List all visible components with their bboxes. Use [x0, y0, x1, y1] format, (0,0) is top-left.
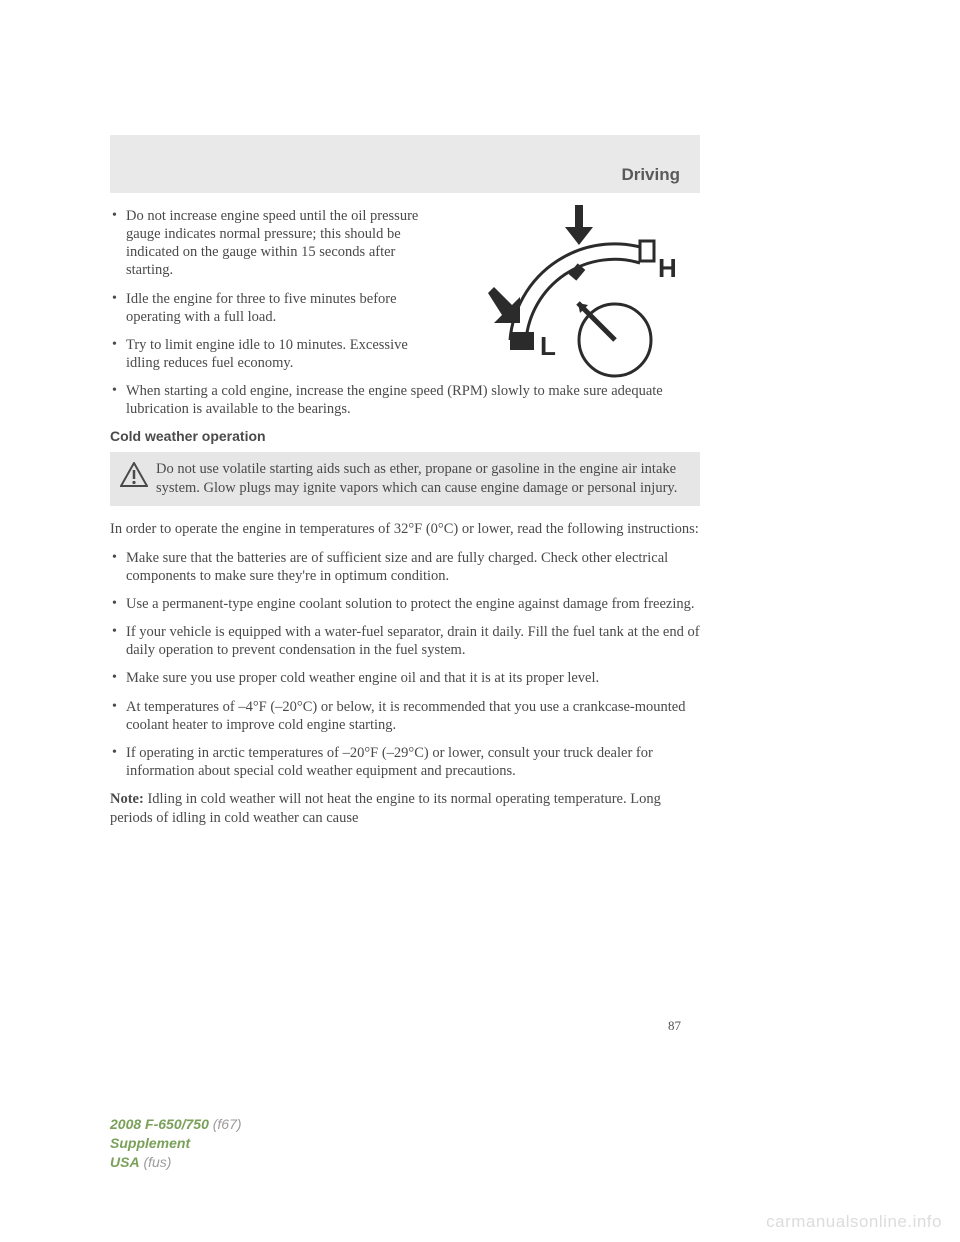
list-item: Make sure that the batteries are of suff…: [110, 549, 700, 585]
list-item: If your vehicle is equipped with a water…: [110, 623, 700, 659]
footer-region-code: (fus): [143, 1154, 171, 1170]
intro-paragraph: In order to operate the engine in temper…: [110, 520, 700, 539]
warning-text: Do not use volatile starting aids such a…: [156, 460, 690, 498]
list-item: At temperatures of –4°F (–20°C) or below…: [110, 698, 700, 734]
cold-weather-heading: Cold weather operation: [110, 428, 700, 444]
document-footer: 2008 F-650/750 (f67) Supplement USA (fus…: [110, 1115, 242, 1172]
list-item: When starting a cold engine, increase th…: [110, 382, 700, 418]
bullet-list-fullwidth: When starting a cold engine, increase th…: [110, 382, 700, 418]
gauge-lo-label: L: [540, 331, 556, 361]
page-content: Do not increase engine speed until the o…: [110, 135, 700, 838]
gauge-hi-label: H: [658, 253, 677, 283]
warning-triangle-icon: [120, 462, 148, 494]
footer-region: USA: [110, 1154, 140, 1170]
list-item: Make sure you use proper cold weather en…: [110, 669, 700, 687]
note-label: Note:: [110, 791, 144, 807]
list-item: Idle the engine for three to five minute…: [110, 290, 420, 326]
list-item: If operating in arctic temperatures of –…: [110, 744, 700, 780]
note-text: Idling in cold weather will not heat the…: [110, 791, 661, 826]
watermark-text: carmanualsonline.info: [766, 1212, 942, 1232]
list-item: Try to limit engine idle to 10 minutes. …: [110, 336, 420, 372]
temperature-gauge-figure: H L: [480, 205, 680, 385]
footer-supplement: Supplement: [110, 1134, 242, 1153]
cold-weather-bullet-list: Make sure that the batteries are of suff…: [110, 549, 700, 780]
bullet-list-top: Do not increase engine speed until the o…: [110, 207, 420, 372]
warning-callout: Do not use volatile starting aids such a…: [110, 452, 700, 506]
note-paragraph: Note: Idling in cold weather will not he…: [110, 790, 700, 828]
footer-code: (f67): [213, 1116, 242, 1132]
list-item: Do not increase engine speed until the o…: [110, 207, 420, 280]
list-item: Use a permanent-type engine coolant solu…: [110, 595, 700, 613]
footer-year-model: 2008 F-650/750: [110, 1116, 209, 1132]
page-number: 87: [668, 1018, 681, 1034]
